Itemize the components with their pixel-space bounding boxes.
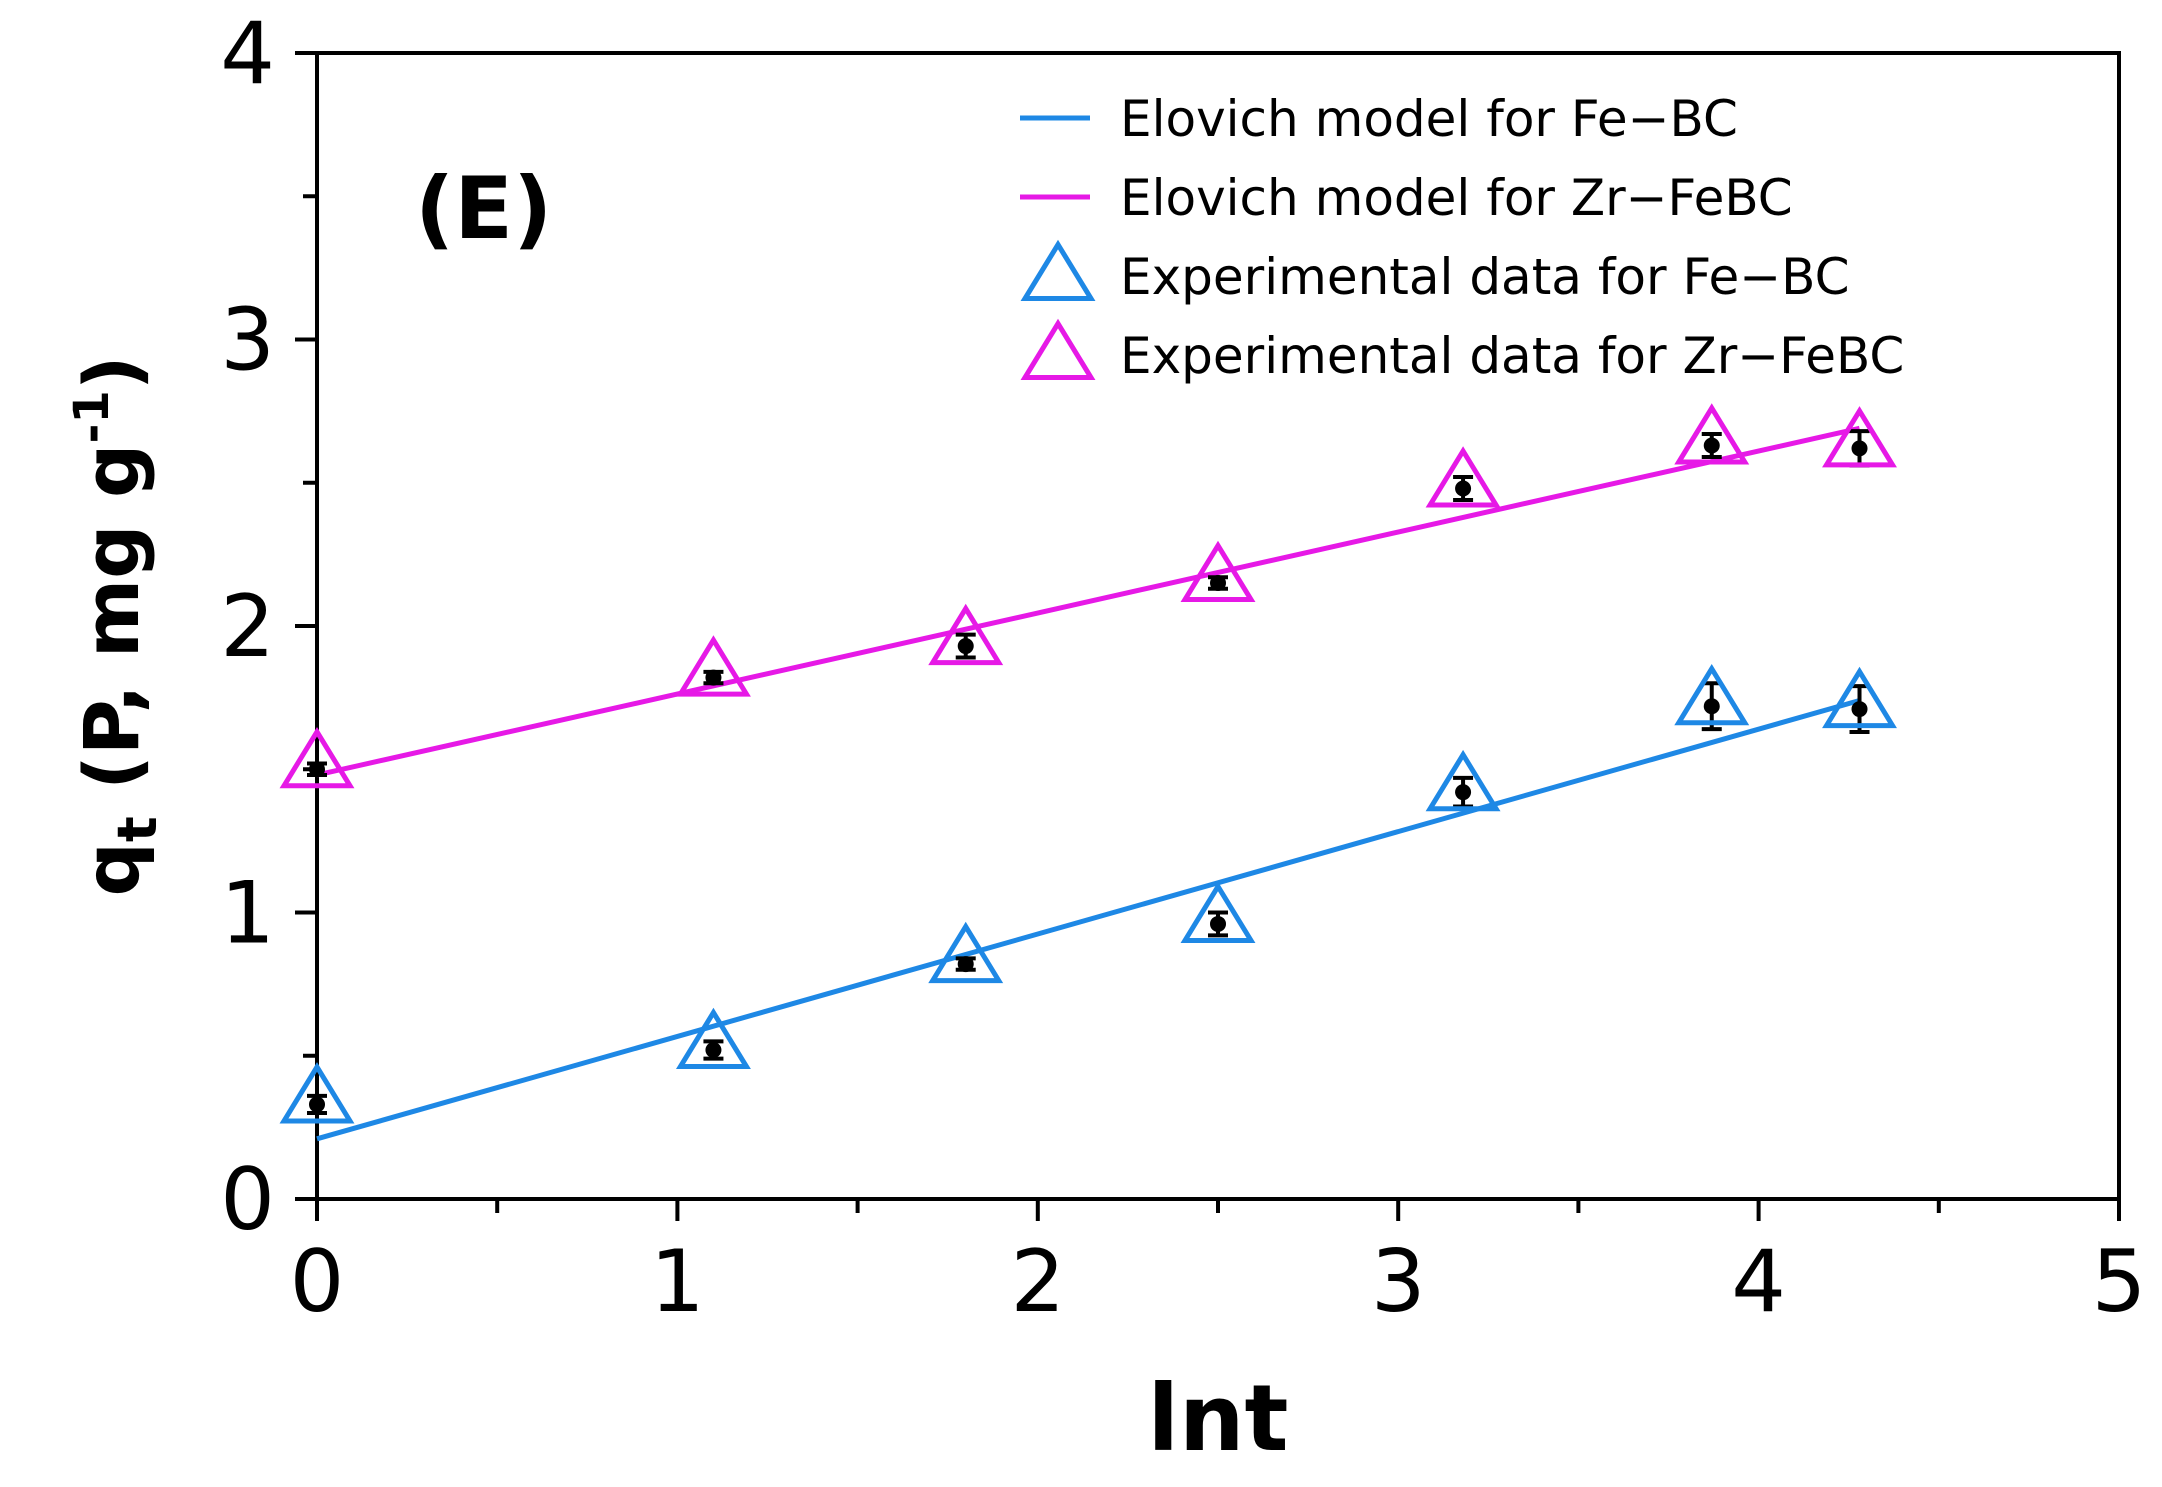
x-tick-label: 3 [1371, 1232, 1426, 1332]
legend-label: Elovich model for Fe−BC [1120, 90, 1738, 148]
data-point-mean [1210, 575, 1226, 592]
data-point-triangle [279, 726, 355, 789]
x-tick-label: 1 [650, 1232, 705, 1332]
data-point-triangle [1674, 663, 1750, 726]
y-axis-title-unit: (P, mg g [67, 444, 156, 817]
fit-line [316, 425, 1861, 778]
data-point-mean [1455, 480, 1472, 497]
x-tick-label: 0 [290, 1232, 345, 1332]
data-point-triangle [1180, 540, 1256, 603]
data-point-mean [1851, 440, 1868, 457]
data-point-triangle [279, 1062, 355, 1124]
data-point-triangle [1425, 749, 1501, 812]
legend-label: Experimental data for Fe−BC [1120, 248, 1850, 306]
data-point-triangle [928, 921, 1004, 984]
data-point-mean [957, 956, 974, 973]
data-point-triangle [1180, 881, 1256, 943]
data-point-triangle [928, 603, 1004, 666]
data-point-mean [1703, 698, 1720, 715]
legend-swatch-triangle [1020, 239, 1096, 302]
y-tick-label: 0 [220, 1150, 275, 1250]
x-tick-label: 5 [2092, 1232, 2147, 1332]
legend-label: Elovich model for Zr−FeBC [1120, 169, 1793, 227]
data-point-triangle [675, 1007, 751, 1070]
x-tick-labels: 0 1 2 3 4 5 [290, 1232, 2147, 1332]
x-axis-title: lnt [1147, 1365, 1288, 1472]
data-point-mean [1851, 701, 1868, 718]
data-point-triangle [1425, 446, 1501, 508]
data-point-mean [705, 669, 722, 686]
y-axis-title-sup: -1 [64, 390, 120, 443]
fit-lines [316, 425, 1861, 1142]
data-point-mean [309, 1096, 325, 1113]
y-axis-title: qt (P, mg g-1) [64, 355, 169, 896]
data-point-mean [1703, 437, 1720, 454]
y-tick-label: 3 [220, 291, 275, 391]
y-tick-label: 4 [220, 4, 275, 104]
data-point-triangle [1822, 406, 1897, 468]
data-point-triangle [675, 635, 751, 697]
x-tick-label: 2 [1010, 1232, 1065, 1332]
data-point-mean [309, 761, 325, 778]
legend: Elovich model for Fe−BC Elovich model for… [1020, 90, 1904, 385]
y-axis-title-q: q [67, 842, 156, 896]
y-axis-title-sub: t [106, 816, 169, 842]
y-tick-label: 1 [220, 864, 275, 964]
data-point-mean [1455, 784, 1472, 801]
legend-swatch-triangle [1020, 318, 1096, 381]
data-point-triangle [1674, 403, 1750, 465]
axis-ticks [295, 51, 2121, 1221]
legend-label: Experimental data for Zr−FeBC [1120, 327, 1904, 385]
data-point-mean [957, 638, 974, 655]
x-tick-label: 4 [1731, 1232, 1786, 1332]
y-tick-label: 2 [220, 577, 275, 677]
y-axis-title-close: ) [67, 355, 156, 390]
data-point-mean [1210, 915, 1226, 932]
data-point-mean [705, 1042, 722, 1059]
y-tick-labels: 0 1 2 3 4 [220, 4, 275, 1250]
data-point-triangle [1822, 666, 1897, 729]
fit-line [316, 698, 1861, 1142]
data-points [279, 403, 1897, 1124]
panel-label: (E) [415, 159, 552, 259]
